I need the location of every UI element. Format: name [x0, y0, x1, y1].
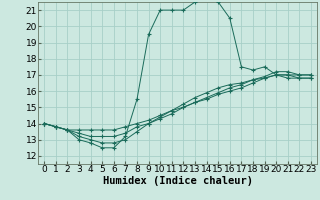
X-axis label: Humidex (Indice chaleur): Humidex (Indice chaleur) — [103, 176, 252, 186]
